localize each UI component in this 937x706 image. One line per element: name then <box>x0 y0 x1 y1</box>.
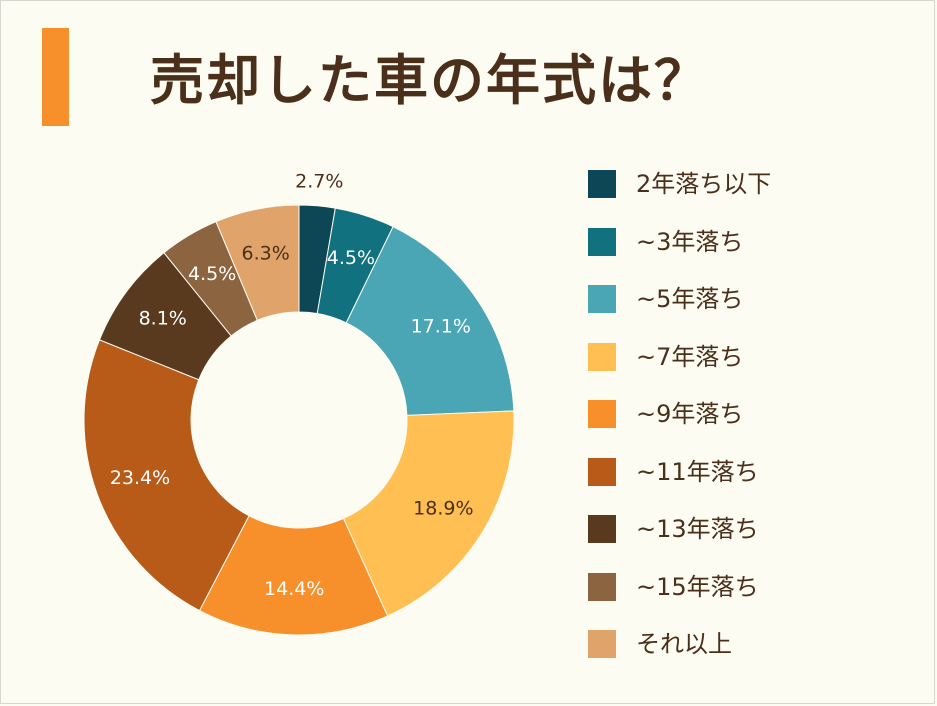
slice-label-5: 14.4% <box>264 578 324 600</box>
legend-swatch <box>588 572 616 601</box>
legend-label: ~15年落ち <box>636 572 759 601</box>
slice-label-1: 2.7% <box>295 170 343 192</box>
legend-swatch <box>588 400 616 428</box>
legend-swatch <box>588 227 616 256</box>
legend-swatch <box>588 285 616 313</box>
legend-label: ~13年落ち <box>636 515 759 543</box>
slice-label-7: 8.1% <box>139 308 187 330</box>
slice-label-6: 23.4% <box>110 467 170 489</box>
slice-label-2: 4.5% <box>327 247 375 269</box>
donut-slice-4 <box>342 410 515 617</box>
donut-slice-9 <box>215 204 300 322</box>
donut-slice-3 <box>345 226 515 416</box>
slice-label-3: 17.1% <box>411 316 471 338</box>
slice-label-9: 6.3% <box>241 242 289 264</box>
legend-label: ~5年落ち <box>636 285 744 313</box>
legend-label: ~11年落ち <box>636 457 759 486</box>
legend-swatch <box>588 170 616 198</box>
chart-title: 売却した車の年式は？ <box>150 49 710 112</box>
slice-label-4: 18.9% <box>413 497 473 519</box>
legend-swatch <box>588 457 616 486</box>
donut-slice-6 <box>83 339 250 612</box>
legend-label: ~7年落ち <box>636 342 744 371</box>
legend-swatch <box>588 515 616 543</box>
title-accent-bar <box>42 28 69 126</box>
slice-label-8: 4.5% <box>188 263 236 285</box>
legend-swatch <box>588 342 616 371</box>
legend-label: それ以上 <box>636 630 732 658</box>
legend-label: ~9年落ち <box>636 400 744 428</box>
legend-label: ~3年落ち <box>636 227 744 256</box>
legend-swatch <box>588 630 616 658</box>
legend-label: 2年落ち以下 <box>636 170 772 198</box>
